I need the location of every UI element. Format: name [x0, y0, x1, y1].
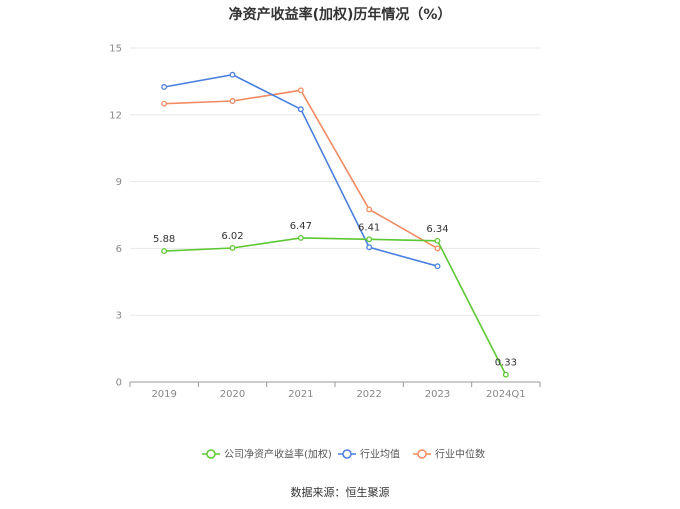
legend-item-company[interactable]: 公司净资产收益率(加权) — [202, 448, 332, 461]
source-note: 数据来源：恒生聚源 — [290, 486, 390, 499]
y-tick-label-9: 9 — [116, 177, 122, 188]
point-company-2019 — [161, 248, 168, 255]
point-industry_median-2023 — [434, 245, 441, 252]
point-company-2024Q1 — [502, 371, 509, 378]
legend-item-industry_median[interactable]: 行业中位数 — [413, 448, 485, 461]
legend[interactable]: 公司净资产收益率(加权) 行业均值 行业中位数 — [202, 448, 485, 461]
point-industry_avg-2022 — [366, 244, 373, 251]
x-tick-label-2022: 2022 — [356, 389, 381, 400]
y-tick-label-12: 12 — [109, 110, 122, 121]
point-industry_avg-2020 — [229, 71, 236, 78]
series-layer — [161, 71, 509, 378]
axis-layer: 0 3 6 9 12 15 2019 2020 2021 2022 2023 2024Q1 — [109, 44, 541, 400]
x-tick-label-2024Q1: 2024Q1 — [486, 389, 526, 400]
x-tick-label-2019: 2019 — [151, 389, 176, 400]
legend-item-industry_avg[interactable]: 行业均值 — [338, 448, 400, 461]
x-tick-label-2023: 2023 — [425, 389, 450, 400]
point-company-2020 — [229, 245, 236, 251]
y-tick-label-15: 15 — [109, 44, 122, 55]
point-industry_avg-2019 — [161, 84, 168, 90]
data-label-2020: 6.02 — [221, 231, 243, 242]
legend-swatch-marker-company — [206, 449, 216, 459]
data-label-2019: 5.88 — [153, 234, 175, 245]
y-tick-label-0: 0 — [116, 378, 122, 389]
point-industry_avg-2021 — [297, 106, 304, 113]
legend-swatch-marker-industry_avg — [342, 449, 352, 459]
y-tick-label-6: 6 — [116, 244, 122, 255]
point-industry_median-2022 — [366, 206, 373, 213]
data-label-2023: 6.34 — [426, 224, 448, 235]
point-industry_avg-2023 — [434, 263, 441, 270]
data-label-2022: 6.41 — [358, 222, 380, 233]
point-industry_median-2020 — [229, 98, 236, 104]
series-line-company — [164, 237, 507, 376]
point-industry_median-2019 — [161, 100, 168, 107]
point-company-2022 — [366, 236, 373, 243]
grid-layer — [130, 47, 540, 316]
point-company-2021 — [297, 234, 304, 241]
point-company-2023 — [434, 237, 441, 244]
y-tick-label-3: 3 — [116, 311, 122, 322]
legend-label-industry_avg: 行业均值 — [360, 448, 400, 461]
chart-title: 净资产收益率(加权)历年情况（%） — [228, 7, 452, 23]
point-industry_median-2021 — [297, 87, 304, 94]
label-layer: 5.88 6.02 6.47 6.41 6.34 0.33 — [153, 221, 517, 369]
data-label-2024Q1: 0.33 — [495, 358, 517, 369]
legend-swatch-marker-industry_median — [417, 449, 427, 459]
legend-label-company: 公司净资产收益率(加权) — [224, 448, 332, 461]
x-tick-label-2021: 2021 — [288, 389, 313, 400]
data-label-2021: 6.47 — [290, 221, 312, 232]
x-tick-label-2020: 2020 — [220, 389, 245, 400]
legend-label-industry_median: 行业中位数 — [435, 448, 485, 461]
